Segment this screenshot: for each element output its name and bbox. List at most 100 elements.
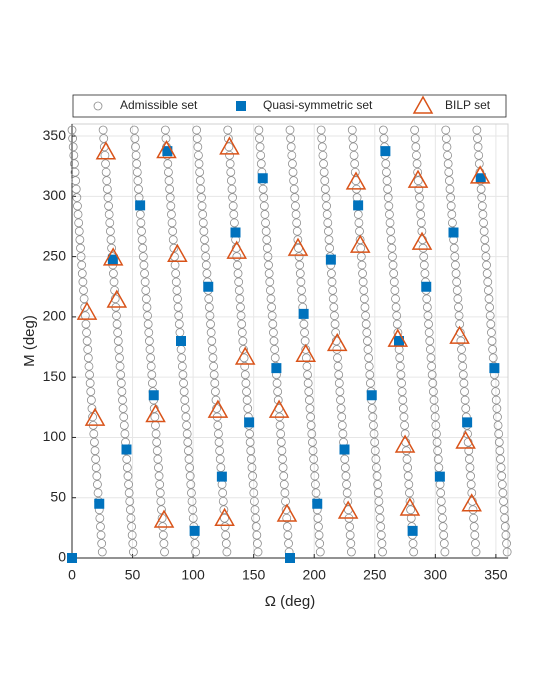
point (471, 539, 480, 548)
point (488, 345, 498, 354)
point (280, 488, 290, 498)
point (479, 218, 488, 228)
point (89, 429, 99, 439)
point (221, 530, 231, 540)
point (357, 260, 367, 270)
point (348, 134, 358, 143)
point (114, 345, 124, 354)
point (262, 243, 272, 253)
point (306, 412, 315, 422)
point (76, 243, 85, 253)
point (78, 277, 88, 287)
point (289, 184, 299, 194)
point (469, 165, 491, 184)
point (287, 150, 297, 160)
point (491, 387, 501, 397)
point (196, 184, 206, 194)
point (388, 252, 397, 262)
point (499, 496, 508, 506)
point (139, 260, 149, 270)
point (467, 488, 477, 498)
point (347, 547, 356, 557)
point (289, 176, 299, 186)
point (429, 395, 439, 405)
point (298, 308, 309, 319)
point (428, 387, 438, 397)
point (265, 285, 275, 295)
point (255, 142, 265, 152)
point (183, 437, 193, 447)
point (353, 200, 364, 211)
point (145, 345, 155, 354)
point (340, 454, 350, 464)
point (104, 201, 113, 211)
point (68, 134, 78, 143)
point (443, 159, 453, 169)
point (329, 302, 339, 312)
point (374, 496, 384, 506)
point (403, 471, 413, 481)
point (436, 488, 446, 498)
point (186, 480, 196, 489)
point (73, 210, 83, 219)
point (245, 437, 255, 447)
point (226, 240, 247, 259)
point (102, 184, 112, 194)
point (424, 328, 434, 337)
point (135, 210, 145, 219)
point (246, 446, 256, 456)
point (74, 218, 84, 228)
point (204, 294, 214, 304)
point (143, 319, 153, 329)
point (471, 547, 481, 557)
point (480, 243, 490, 253)
point (153, 454, 163, 464)
point (327, 269, 336, 278)
point (247, 463, 257, 472)
point (116, 370, 126, 380)
point (347, 125, 357, 135)
point (440, 547, 450, 557)
point (113, 336, 123, 346)
point (77, 269, 87, 278)
point (318, 150, 328, 160)
point (449, 243, 459, 253)
point (310, 471, 320, 481)
point (200, 235, 209, 245)
point (477, 201, 487, 211)
point (83, 345, 93, 354)
point (240, 370, 250, 380)
point (79, 294, 89, 304)
point (119, 420, 129, 430)
point (270, 345, 280, 354)
point (155, 488, 165, 498)
point (201, 260, 211, 270)
point (427, 370, 437, 380)
point (223, 134, 233, 143)
point (153, 509, 175, 528)
point (69, 150, 79, 160)
point (485, 302, 494, 312)
point (407, 169, 429, 188)
point (179, 378, 188, 388)
point (124, 480, 133, 489)
point (381, 159, 391, 169)
y-tick-label: 0 (58, 549, 66, 565)
point (222, 547, 232, 557)
x-tick-label: 300 (424, 567, 448, 583)
point (172, 285, 182, 295)
point (125, 505, 135, 515)
point (165, 184, 175, 194)
point (264, 260, 273, 270)
point (171, 277, 181, 287)
point (322, 201, 331, 211)
point (86, 387, 96, 397)
point (297, 294, 307, 304)
point (364, 361, 374, 371)
point (400, 420, 409, 430)
point (127, 522, 136, 532)
point (101, 159, 110, 169)
point (171, 269, 181, 278)
point (268, 399, 290, 418)
point (177, 361, 187, 371)
